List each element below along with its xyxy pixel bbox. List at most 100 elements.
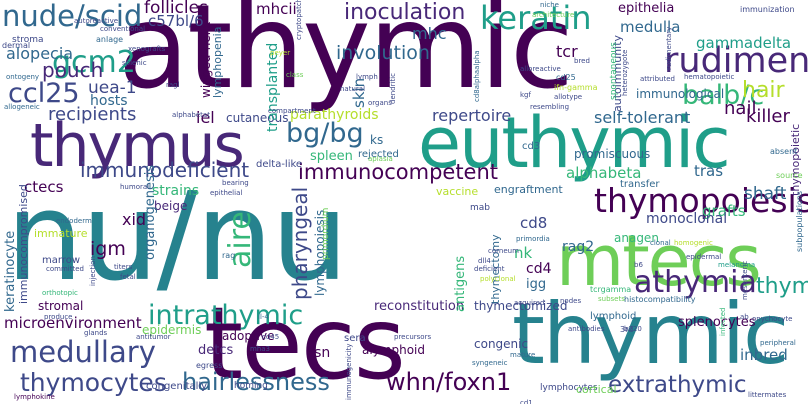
word-peyer: peyer xyxy=(270,49,291,57)
word-alloreactive: alloreactive xyxy=(520,65,561,73)
word-alymphoid: alymphoid xyxy=(362,343,425,357)
word-dermal: dermal xyxy=(2,41,31,50)
word-tcrgamma: tcrgamma xyxy=(590,285,632,294)
word-repertoire: repertoire xyxy=(432,106,512,125)
word-rudimentary: rudimentary xyxy=(665,26,673,70)
word-thymi: thymi xyxy=(756,274,808,299)
word-lymphocytes: lymphocytes xyxy=(540,383,598,393)
word-lymph: lymph xyxy=(356,73,378,81)
word-produce: produce xyxy=(44,313,73,321)
word-microenvironment: microenvironment xyxy=(4,314,142,332)
word-precursors: precursors xyxy=(394,333,432,341)
word-nk: nk xyxy=(514,244,533,262)
word-absent: absent xyxy=(770,147,798,156)
word-histocompatibility: histocompatibility xyxy=(624,295,696,304)
word-egress: egress xyxy=(196,361,223,370)
word-littermates: littermates xyxy=(748,391,787,399)
word-beige: beige xyxy=(154,199,188,213)
word-vaccine: vaccine xyxy=(436,185,479,198)
word-whn-foxn1: whn/foxn1 xyxy=(386,368,512,396)
word-thymus: thymus xyxy=(30,111,245,181)
word-splenic: splenic xyxy=(122,59,147,67)
word-cd25: cd25 xyxy=(556,73,576,82)
word-primordium: primordium xyxy=(321,207,331,260)
word-thymopoiesis: thymopoiesis xyxy=(594,181,808,220)
word-committed: committed xyxy=(46,265,84,273)
word-extrathymic: extrathymic xyxy=(608,372,747,398)
word-ctecs: ctecs xyxy=(24,178,64,196)
word-b6: b6 xyxy=(634,261,643,269)
word-allogeneic: allogeneic xyxy=(4,103,40,111)
word-polyclonal: polyclonal xyxy=(480,275,516,283)
word-ragl: ragl xyxy=(166,81,180,89)
word-antibodies: antibodies xyxy=(568,325,605,333)
word-engraftment: engraftment xyxy=(494,183,563,196)
word-strains: strains xyxy=(152,183,200,199)
word-lymphoid: lymphoid xyxy=(590,311,637,322)
word-alphabetat: alphabetat xyxy=(172,111,210,119)
word-bearing: bearing xyxy=(222,179,249,187)
word-hairlessness: hairlessness xyxy=(182,368,330,396)
word-kgf: kgf xyxy=(520,91,531,99)
word-immature: immature xyxy=(34,227,88,240)
word-alphabeta: alphabeta xyxy=(566,164,642,182)
word-resembling: resembling xyxy=(530,103,570,111)
word-medullary: medullary xyxy=(10,335,156,369)
word-mhc: mhc xyxy=(412,24,447,43)
word-organs: organs xyxy=(368,99,392,107)
word-recipients: recipients xyxy=(48,104,137,125)
word-keratin: keratin xyxy=(480,0,592,37)
word-rejected: rejected xyxy=(358,149,399,160)
word-mab: mab xyxy=(470,203,490,213)
word-ccl25: ccl25 xyxy=(8,78,80,109)
word-alopecia: alopecia xyxy=(6,44,74,63)
word-euthymic: euthymic xyxy=(418,102,731,184)
word-intrathymic: intrathymic xyxy=(148,300,304,331)
word-syngeneic: syngeneic xyxy=(472,359,508,367)
word-cd8: cd8 xyxy=(520,214,548,232)
word-thymopoietic: thymopoietic xyxy=(789,123,802,196)
word-glands: glands xyxy=(84,329,108,337)
word-organogenesis: organogenesis xyxy=(143,164,158,260)
word-class: class xyxy=(286,71,304,79)
word-natural: natural xyxy=(340,85,366,93)
word-hair: hair xyxy=(742,78,785,103)
word-self-tolerant: self-tolerant xyxy=(594,108,691,127)
word-thymocytes: thymocytes xyxy=(20,368,167,397)
word-primordia: primordia xyxy=(516,235,550,243)
word-inbred: inbred xyxy=(740,346,788,364)
word-uea-1: uea-1 xyxy=(88,78,137,98)
word-dll4: dll4 xyxy=(478,257,491,265)
word-endoderm: endoderm xyxy=(56,217,92,225)
word-ontogeny: ontogeny xyxy=(6,73,40,81)
word-immunocompetent: immunocompetent xyxy=(298,160,499,184)
word-monoclonal: monoclonal xyxy=(646,211,728,227)
word-congenitally: congenitally xyxy=(146,381,208,392)
word-heterozygote: heterozygote xyxy=(621,49,629,96)
word-mha3: mha3 xyxy=(250,345,270,353)
word-immunological: immunological xyxy=(636,87,725,101)
word-medulla: medulla xyxy=(620,18,681,36)
word-attributed: attributed xyxy=(640,75,675,83)
word-titers: titers xyxy=(114,263,133,271)
word-xenografts: xenografts xyxy=(128,45,166,53)
word-cd1: cd1 xyxy=(520,399,533,404)
word-subpopulations: subpopulations xyxy=(795,190,804,252)
word-cd8alphaalpha: cd8alphaalpha xyxy=(473,50,481,102)
word-humoral: humoral xyxy=(120,183,150,191)
word-cutaneous: cutaneous xyxy=(226,111,289,125)
word-bg-bg: bg/bg xyxy=(286,118,364,149)
word-homing: homing xyxy=(234,381,268,391)
word-pouch: pouch xyxy=(42,58,104,82)
word-hematopoietic: hematopoietic xyxy=(684,73,735,81)
word-tras: tras xyxy=(694,162,724,180)
word-tecs: tecs xyxy=(204,285,406,402)
word-pharyngeal: pharyngeal xyxy=(288,186,312,300)
word-gcm2: gcm2 xyxy=(52,45,136,80)
word-mtecs: mtecs xyxy=(556,220,762,302)
word-transfer: transfer xyxy=(620,179,660,190)
word-niche: niche xyxy=(540,1,559,9)
word-iel: iel xyxy=(196,108,215,127)
word-mhcii: mhcii xyxy=(256,0,297,18)
